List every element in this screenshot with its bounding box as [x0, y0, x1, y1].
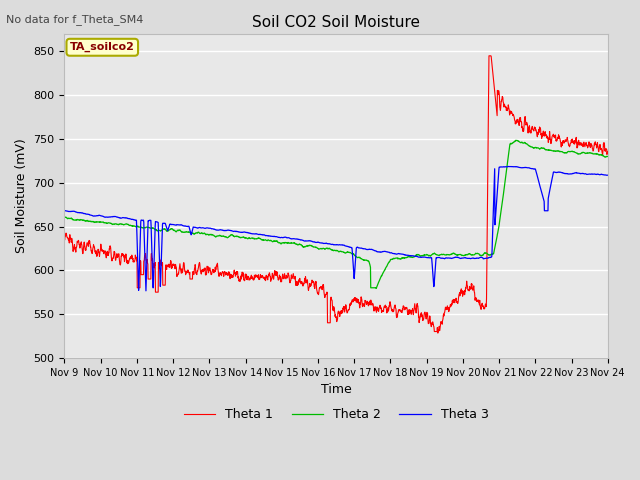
- Theta 1: [589, 146, 596, 152]
- Theta 1: [604, 148, 612, 154]
- Legend: Theta 1, Theta 2, Theta 3: Theta 1, Theta 2, Theta 3: [179, 403, 493, 426]
- Theta 3: [588, 171, 596, 177]
- Theta 2: [372, 286, 380, 291]
- Theta 2: [88, 219, 96, 225]
- Text: TA_soilco2: TA_soilco2: [70, 42, 134, 52]
- Theta 2: [310, 244, 318, 250]
- Theta 1: [88, 251, 96, 256]
- Theta 1: [310, 284, 318, 290]
- Theta 2: [324, 246, 332, 252]
- Theta 2: [604, 154, 612, 159]
- Theta 3: [61, 208, 68, 214]
- Theta 1: [485, 53, 493, 59]
- Line: Theta 2: Theta 2: [65, 140, 608, 288]
- Line: Theta 1: Theta 1: [65, 56, 608, 333]
- Theta 1: [489, 70, 497, 75]
- Line: Theta 3: Theta 3: [65, 167, 608, 291]
- Theta 3: [310, 239, 318, 245]
- Theta 3: [325, 241, 333, 247]
- Title: Soil CO2 Soil Moisture: Soil CO2 Soil Moisture: [252, 15, 420, 30]
- Theta 3: [489, 234, 497, 240]
- Theta 3: [88, 213, 96, 218]
- Y-axis label: Soil Moisture (mV): Soil Moisture (mV): [15, 139, 28, 253]
- Theta 1: [588, 145, 596, 151]
- Text: No data for f_Theta_SM4: No data for f_Theta_SM4: [6, 14, 144, 25]
- Theta 3: [507, 164, 515, 169]
- Theta 2: [589, 150, 596, 156]
- Theta 1: [324, 320, 332, 325]
- Theta 3: [142, 288, 150, 294]
- Theta 1: [61, 236, 68, 242]
- Theta 2: [489, 251, 497, 257]
- Theta 3: [589, 171, 596, 177]
- Theta 2: [512, 137, 520, 143]
- Theta 2: [588, 151, 596, 156]
- X-axis label: Time: Time: [321, 383, 351, 396]
- Theta 1: [434, 330, 442, 336]
- Theta 3: [604, 172, 612, 178]
- Theta 2: [61, 215, 68, 220]
